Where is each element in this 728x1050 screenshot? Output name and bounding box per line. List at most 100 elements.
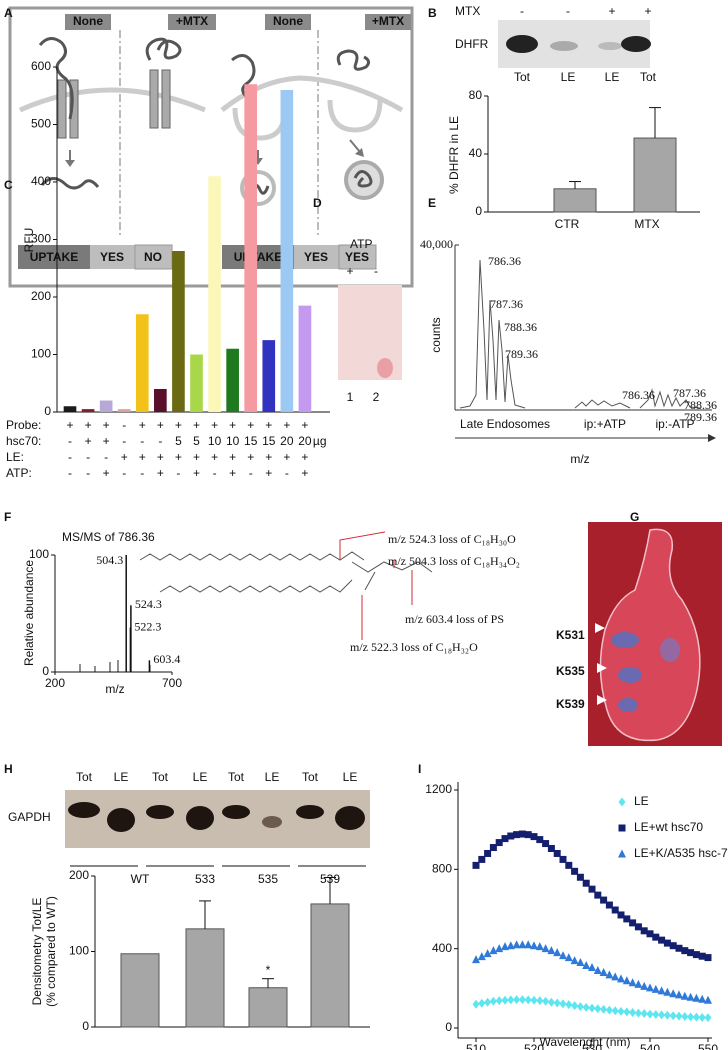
point [669,942,677,950]
condition-value: + [229,418,236,432]
point [495,996,503,1006]
uptake-label: UPTAKE [30,250,78,264]
y-tick-label: 40 [469,146,483,160]
header-label: None [73,14,103,28]
point [495,839,503,847]
point [681,947,689,955]
condition-value: + [301,418,308,432]
point [576,958,585,967]
bar [154,389,167,412]
condition-value: + [85,418,92,432]
bar [226,348,239,412]
panel-label: H [4,762,13,776]
uptake-label: UPTAKE [234,250,282,264]
condition-value: 15 [262,434,276,448]
panel-label: I [418,762,421,776]
condition-value: + [247,450,254,464]
point [646,983,654,992]
y-axis-label: RFU [22,228,36,253]
y-tick-label: 80 [469,88,483,102]
bar [117,409,131,412]
protein-label: DHFR [455,37,489,51]
point [640,927,648,935]
point [588,885,596,893]
y-tick-label: 0 [42,664,49,678]
bar [135,314,149,412]
point [622,976,631,985]
point [698,994,707,1003]
condition-value: 10 [208,434,222,448]
condition-value: - [86,466,90,480]
point [629,919,637,927]
peak-label: 603.4 [153,652,180,666]
point [536,996,544,1006]
panel-label: E [428,196,436,210]
gapdh-bands [68,802,365,832]
blot-band [506,35,538,53]
lane-label: Tot [76,770,93,784]
point [518,940,527,949]
point [680,991,689,1000]
condition-value: - [158,434,162,448]
point [472,955,480,964]
sign-label: + [644,4,651,18]
condition-value: - [140,434,144,448]
lane-label: Tot [514,70,531,84]
uptake-label: NO [144,250,162,264]
group-label: Late Endosomes [460,417,550,431]
condition-value: + [283,450,290,464]
y-tick-label: 0 [445,1020,452,1034]
condition-value: + [139,418,146,432]
point [501,835,509,843]
lane-label: LE [265,770,280,784]
point [588,1003,596,1013]
point [698,1012,706,1022]
uptake-label: YES [304,250,328,264]
y-tick-label: 600 [31,59,51,73]
condition-value: + [121,450,128,464]
bar [633,137,677,213]
point [600,1004,608,1014]
y-tick-label: 300 [31,232,51,246]
point [634,1008,642,1018]
point [623,1007,631,1017]
peak-label: 786.36 [488,254,521,268]
point [611,906,619,914]
y-tick-label: 0 [44,404,51,418]
condition-value: + [229,450,236,464]
y-tick-label: 40,000 [420,237,453,251]
point [535,942,544,951]
condition-name: Probe: [6,418,41,432]
group-label: ip:-ATP [655,417,694,431]
point [565,861,573,869]
point [640,981,649,990]
bar [244,84,258,412]
condition-value: - [68,466,72,480]
point [640,1009,648,1019]
point [559,999,567,1009]
panel-label: B [428,6,437,20]
condition-value: - [122,466,126,480]
x-tick-label: 520 [524,1042,544,1050]
point [553,849,561,857]
condition-value: + [265,450,272,464]
point [559,951,567,960]
point [501,995,509,1005]
condition-value: + [265,418,272,432]
panel-label: C [4,178,13,192]
point [652,933,660,941]
condition-name: hsc70: [6,434,41,448]
point [675,944,683,952]
y-axis-label: Densitometry Tot/LE [30,898,44,1006]
point [634,923,642,931]
header-label: None [273,14,303,28]
point [652,1010,660,1020]
point [518,830,526,838]
x-tick-label: 510 [466,1042,486,1050]
condition-name: ATP: [6,466,32,480]
lane-label: Tot [302,770,319,784]
point [704,954,712,962]
f-noise [79,660,151,672]
point [611,1006,619,1016]
